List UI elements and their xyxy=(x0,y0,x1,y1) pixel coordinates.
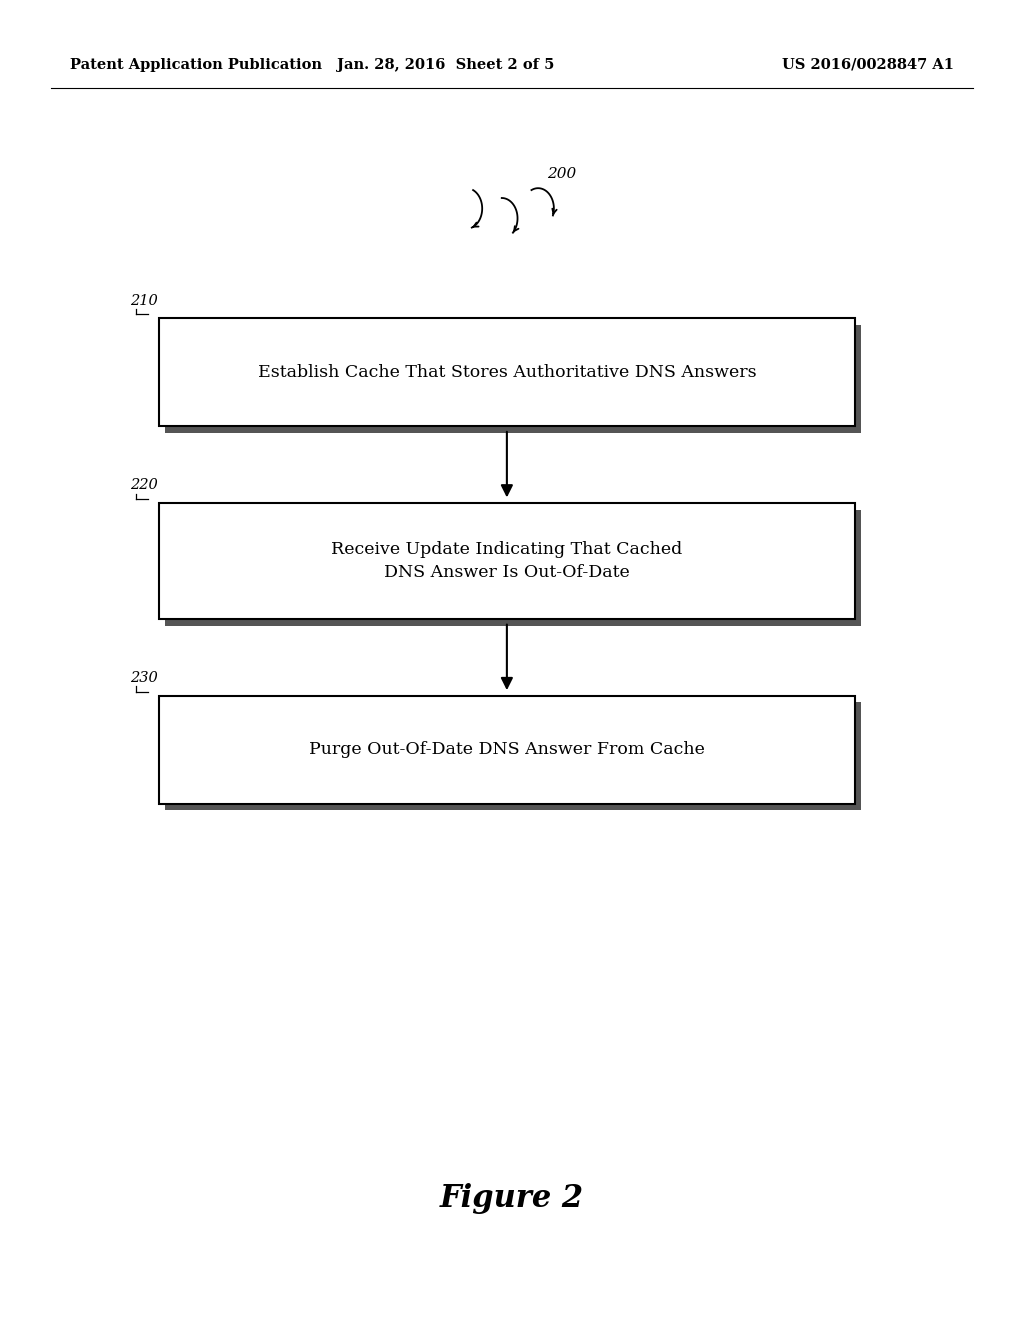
Bar xyxy=(165,325,861,433)
Text: Purge Out-Of-Date DNS Answer From Cache: Purge Out-Of-Date DNS Answer From Cache xyxy=(309,742,705,758)
Text: Figure 2: Figure 2 xyxy=(440,1183,584,1214)
Text: 200: 200 xyxy=(547,168,577,181)
Text: US 2016/0028847 A1: US 2016/0028847 A1 xyxy=(782,58,954,71)
Text: 220: 220 xyxy=(130,478,158,492)
Text: Patent Application Publication: Patent Application Publication xyxy=(70,58,322,71)
Bar xyxy=(159,696,855,804)
Text: 230: 230 xyxy=(130,671,158,685)
Text: 210: 210 xyxy=(130,293,158,308)
Bar xyxy=(165,510,861,626)
Text: Jan. 28, 2016  Sheet 2 of 5: Jan. 28, 2016 Sheet 2 of 5 xyxy=(337,58,554,71)
Bar xyxy=(159,503,855,619)
Bar xyxy=(159,318,855,426)
Bar xyxy=(165,702,861,810)
Text: Establish Cache That Stores Authoritative DNS Answers: Establish Cache That Stores Authoritativ… xyxy=(258,364,756,380)
Text: Receive Update Indicating That Cached
DNS Answer Is Out-Of-Date: Receive Update Indicating That Cached DN… xyxy=(331,541,683,581)
